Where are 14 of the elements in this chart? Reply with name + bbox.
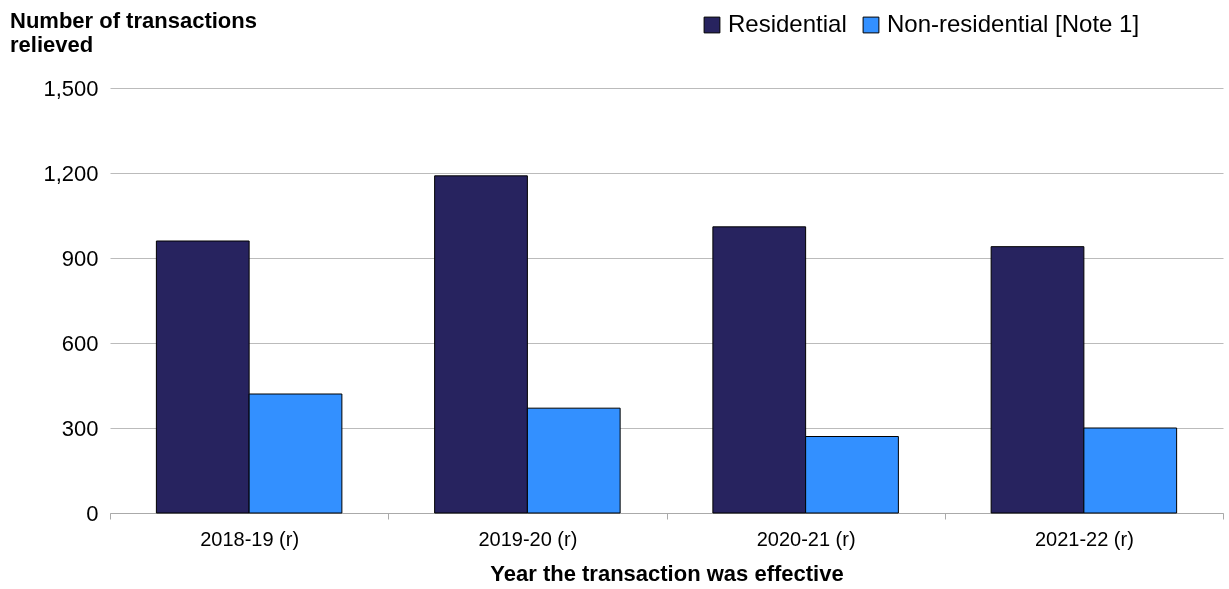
x-tick-label: 2018-19 (r) (200, 527, 300, 550)
y-tick-label: 1,500 (43, 75, 99, 101)
x-axis-title: Year the transaction was effective (490, 560, 844, 586)
x-tick-label: 2019-20 (r) (478, 527, 578, 550)
y-tick-label: 1,200 (43, 160, 99, 186)
y-axis-title: Number of transactions relieved (10, 8, 257, 57)
legend-label: Residential (728, 10, 847, 37)
y-tick-label: 600 (61, 330, 99, 356)
x-tick-label: 2021-22 (r) (1034, 527, 1134, 550)
y-tick-label: 300 (61, 415, 99, 441)
legend-label: Non-residential [Note 1] (887, 10, 1140, 37)
y-tick-label: 900 (61, 245, 99, 271)
y-tick-label: 0 (86, 500, 99, 526)
x-tick-label: 2020-21 (r) (756, 527, 856, 550)
